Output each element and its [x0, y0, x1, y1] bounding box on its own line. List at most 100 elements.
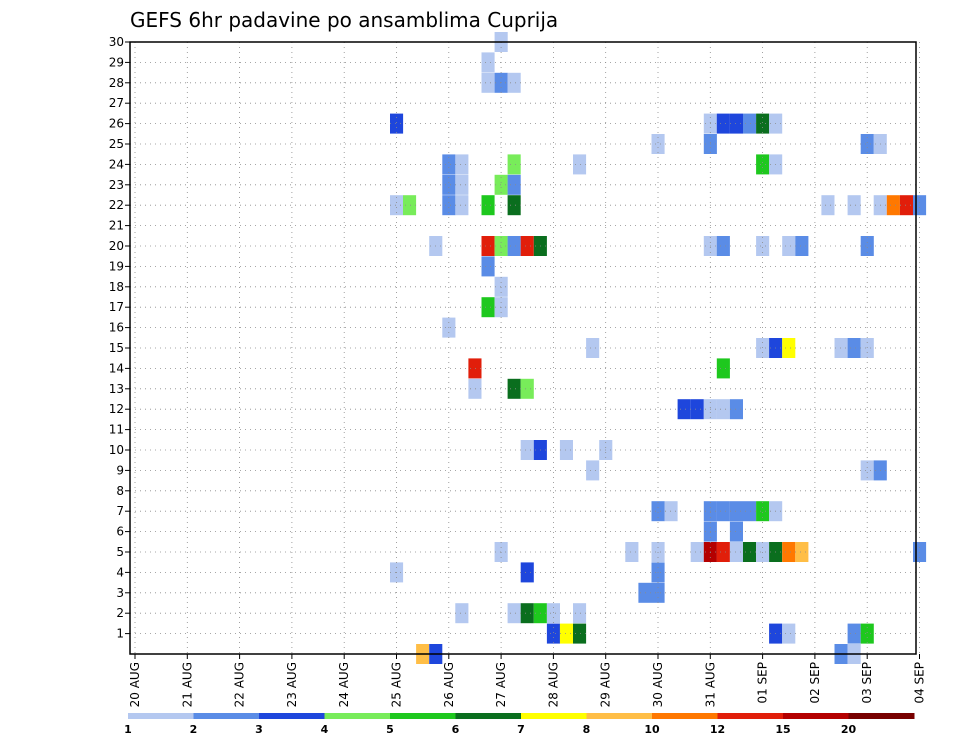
x-tick-label: 28 AUG	[546, 662, 560, 707]
precip-cell	[743, 542, 757, 562]
precip-cell	[573, 154, 587, 175]
precip-cell	[664, 501, 678, 522]
y-tick-label: 23	[109, 178, 124, 192]
y-tick-label: 30	[109, 35, 124, 49]
y-tick-label: 9	[116, 463, 124, 477]
precip-cell	[455, 603, 469, 624]
colorbar-swatch	[586, 713, 653, 719]
y-tick-label: 10	[109, 443, 124, 457]
x-tick-label: 30 AUG	[651, 662, 665, 707]
precip-cell	[651, 134, 665, 154]
precip-cell	[716, 113, 730, 134]
precip-cell	[455, 154, 469, 175]
y-tick-label: 15	[109, 341, 124, 355]
plot-frame	[129, 41, 917, 655]
precip-cell	[507, 378, 521, 399]
colorbar-label: 7	[517, 723, 525, 736]
x-tick-label: 23 AUG	[285, 662, 299, 707]
y-tick-label: 24	[109, 157, 124, 171]
colorbar-label: 1	[124, 723, 132, 736]
precip-cell	[716, 399, 730, 420]
precip-cell	[468, 358, 482, 379]
precip-cell	[743, 113, 757, 134]
x-tick-label: 01 SEP	[756, 662, 770, 704]
precip-cell	[481, 195, 495, 216]
precip-cell	[481, 72, 495, 93]
precip-cell	[520, 603, 534, 624]
precip-cell	[690, 542, 704, 562]
precip-cell	[756, 113, 770, 134]
precip-cell	[507, 236, 521, 256]
precip-cell	[860, 236, 874, 256]
precip-cell	[390, 113, 404, 134]
x-tick-label: 02 SEP	[808, 662, 822, 704]
precip-cell	[586, 460, 600, 481]
precip-cell	[455, 195, 469, 216]
y-tick-label: 11	[109, 423, 124, 437]
y-tick-label: 29	[109, 55, 124, 69]
y-tick-label: 4	[116, 565, 124, 579]
colorbar-swatch	[259, 713, 325, 719]
precip-cell	[847, 623, 861, 644]
colorbar-label: 4	[321, 723, 329, 736]
precip-cell	[390, 195, 404, 216]
colorbar-swatch	[652, 713, 718, 719]
precip-cell	[690, 399, 704, 420]
x-tick-label: 26 AUG	[442, 662, 456, 707]
colorbar-swatch	[521, 713, 587, 719]
precip-cell	[729, 113, 743, 134]
y-tick-label: 3	[116, 586, 124, 600]
y-tick-label: 27	[109, 96, 124, 110]
colorbar-label: 20	[841, 723, 857, 736]
precip-cell	[716, 542, 730, 562]
x-tick-label: 20 AUG	[128, 662, 142, 707]
precip-cell	[507, 195, 521, 216]
precip-cell	[638, 582, 652, 603]
precip-cell	[756, 154, 770, 175]
x-tick-label: 21 AUG	[180, 662, 194, 707]
y-tick-label: 28	[109, 76, 124, 90]
x-tick-labels: 20 AUG 21 AUG 22 AUG 23 AUG 24 AUG 25 AUG 26 A…	[128, 662, 927, 707]
precip-cell	[559, 623, 573, 644]
precip-cell	[716, 236, 730, 256]
precip-cell	[729, 399, 743, 420]
colorbar-swatch	[848, 713, 915, 719]
precip-cell	[834, 338, 848, 358]
x-tick-label: 04 SEP	[913, 662, 927, 704]
precip-cell	[586, 338, 600, 358]
y-tick-label: 14	[109, 361, 124, 375]
colorbar-label: 8	[583, 723, 591, 736]
precip-cell	[743, 501, 757, 522]
y-tick-label: 26	[109, 117, 124, 131]
y-tick-label: 17	[109, 300, 124, 314]
precip-cell	[729, 521, 743, 542]
colorbar-swatch	[390, 713, 456, 719]
x-tick-label: 22 AUG	[233, 662, 247, 707]
x-tick-label: 24 AUG	[337, 662, 351, 707]
precip-cell	[756, 501, 770, 522]
precip-cell	[494, 236, 508, 256]
precip-cell	[494, 174, 508, 195]
precip-cell	[520, 440, 534, 460]
precip-cell	[442, 174, 456, 195]
colorbar-swatch	[193, 713, 260, 719]
y-tick-label: 2	[116, 606, 124, 620]
precip-cell	[481, 256, 495, 277]
precip-cell	[481, 52, 495, 73]
precip-cell	[847, 338, 861, 358]
precip-cell	[507, 603, 521, 624]
gridlines	[130, 41, 920, 654]
precip-cell	[403, 195, 417, 216]
colorbar-label: 5	[386, 723, 394, 736]
colorbar-label: 10	[644, 723, 660, 736]
precip-cell	[860, 134, 874, 154]
precip-cell	[573, 623, 587, 644]
y-tick-label: 8	[116, 484, 124, 498]
precip-cell	[651, 501, 665, 522]
precip-cell	[782, 542, 796, 562]
x-tick-label: 25 AUG	[390, 662, 404, 707]
y-tick-label: 7	[116, 504, 124, 518]
colorbar-swatch	[783, 713, 849, 719]
colorbar-swatch	[128, 713, 194, 719]
